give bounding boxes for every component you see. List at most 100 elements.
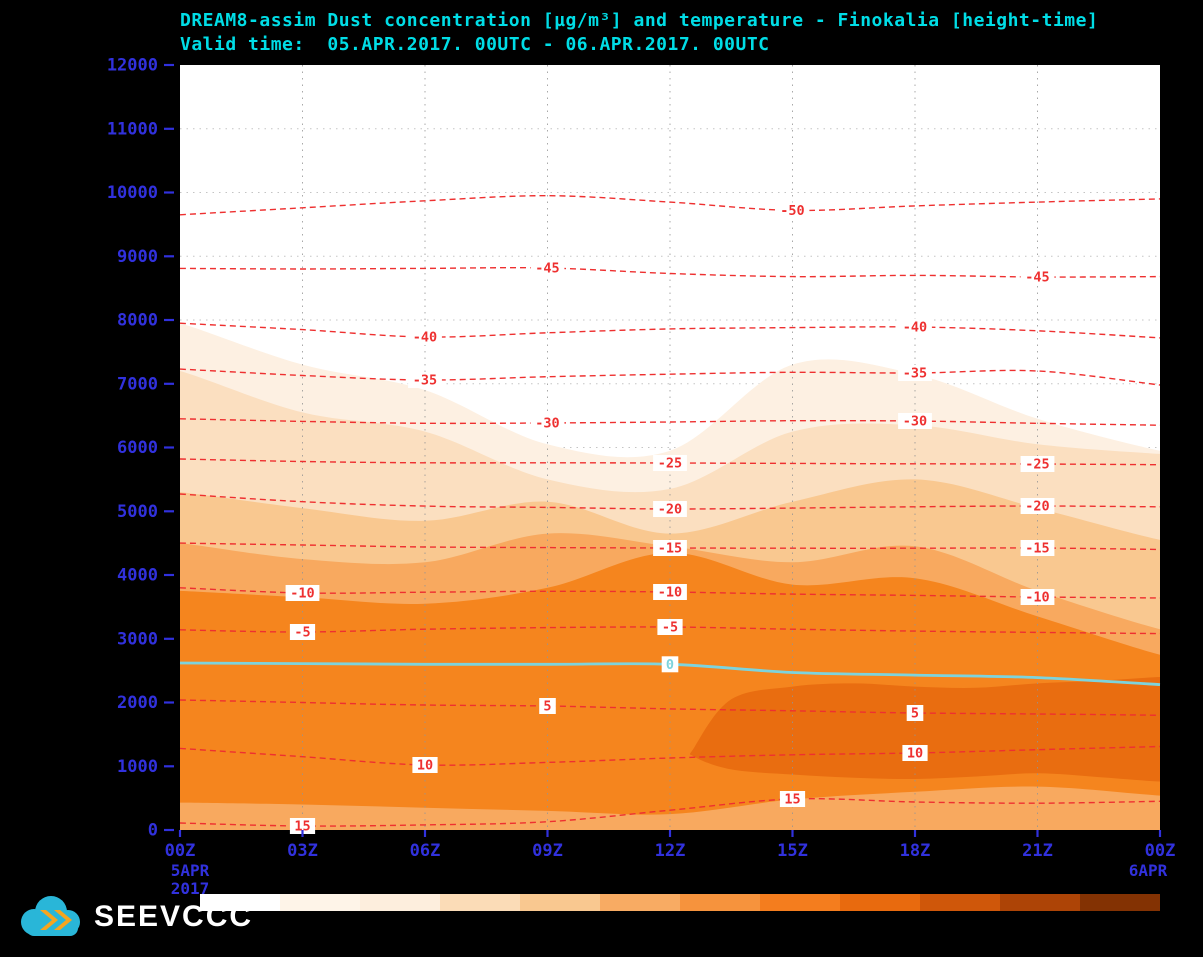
svg-text:10: 10 [907, 746, 923, 762]
contour-label: -35 [898, 365, 932, 382]
contour-label: 10 [412, 757, 438, 774]
svg-text:10: 10 [417, 758, 433, 774]
contour-label: -20 [653, 501, 687, 518]
colorbar-segment [600, 894, 680, 911]
x-axis-end-date: 6APR [1129, 861, 1168, 880]
svg-text:-10: -10 [658, 585, 682, 601]
colorbar-segment [440, 894, 520, 911]
contour-label: 0 [661, 656, 679, 673]
contour-label: -45 [530, 260, 565, 277]
contour-label: -50 [775, 202, 810, 219]
y-tick-label: 3000 [117, 629, 158, 649]
contour-label: -25 [653, 455, 687, 472]
temp-contour--50 [180, 194, 1160, 216]
contour-label: -30 [530, 415, 565, 432]
colorbar-segment [1000, 894, 1080, 911]
contour-label: -10 [1020, 589, 1055, 606]
chart-title: DREAM8-assim Dust concentration [µg/m³] … [180, 10, 1099, 31]
temp-contour--30 [180, 418, 1160, 426]
colorbar-segment [920, 894, 1000, 911]
contour-label: -5 [289, 624, 316, 641]
x-tick-label: 03Z [287, 841, 318, 861]
svg-text:-25: -25 [658, 456, 682, 472]
contour-label: -15 [653, 540, 687, 557]
svg-text:15: 15 [784, 792, 800, 808]
temp-contour-15 [180, 797, 1160, 827]
svg-text:-30: -30 [903, 414, 927, 430]
x-tick-label: 09Z [532, 841, 563, 861]
y-tick-label: 11000 [107, 119, 158, 139]
temp-contour--35 [180, 368, 1160, 386]
contour-label: -10 [285, 585, 320, 602]
height-time-contour-plot: -50-45-45-40-40-35 -35-30 -30-25 -25-20 -20-… [107, 56, 1176, 896]
colorbar-segment [360, 894, 440, 911]
y-tick-label: 2000 [117, 693, 158, 713]
svg-text:5: 5 [911, 706, 919, 722]
svg-text:-10: -10 [1025, 590, 1049, 606]
x-axis-start-year: 2017 [171, 879, 210, 895]
contour-label: -30 [898, 413, 932, 430]
svg-text:5: 5 [543, 699, 551, 715]
colorbar-segment [520, 894, 600, 911]
svg-text:-35: -35 [413, 373, 437, 389]
footer: SEEVCCC [0, 888, 1203, 957]
contour-label: 5 [539, 698, 556, 715]
contour-label: -10 [653, 584, 687, 601]
svg-text:-20: -20 [1025, 499, 1049, 515]
contour-label: -15 [1020, 540, 1055, 557]
chart-subtitle-valid-time: Valid time: 05.APR.2017. 00UTC - 06.APR.… [180, 34, 770, 55]
svg-text:-30: -30 [535, 416, 559, 432]
colorbar-segment [280, 894, 360, 911]
contour-label: -25 [1020, 456, 1055, 473]
dust-concentration-colorbar [200, 894, 1160, 911]
temp-contour-5 [180, 699, 1160, 716]
contour-label: 10 [902, 745, 928, 762]
contour-label: 15 [289, 818, 316, 835]
y-tick-label: 10000 [107, 183, 158, 203]
temp-contour--45 [180, 266, 1160, 278]
x-tick-label: 15Z [777, 841, 808, 861]
contour-label: -40 [898, 319, 932, 336]
seevccc-logo: SEEVCCC [12, 890, 253, 944]
x-tick-label: 21Z [1022, 841, 1053, 861]
contour-label: -35 [408, 372, 442, 389]
x-tick-label: 06Z [410, 841, 441, 861]
y-tick-label: 1000 [117, 757, 158, 777]
svg-text:-15: -15 [658, 541, 682, 557]
cloud-logo-icon [21, 896, 80, 936]
colorbar-segment [680, 894, 760, 911]
contour-label: 15 [779, 791, 806, 808]
colorbar-segment [1080, 894, 1160, 911]
svg-text:-45: -45 [535, 261, 559, 277]
x-axis-start-date: 5APR [171, 861, 210, 880]
svg-text:-40: -40 [903, 320, 927, 336]
colorbar-segment [200, 894, 280, 911]
svg-text:0: 0 [666, 657, 674, 673]
y-tick-label: 5000 [117, 502, 158, 522]
svg-text:15: 15 [294, 819, 310, 835]
x-tick-label: 00Z [1145, 841, 1176, 861]
svg-text:-40: -40 [413, 330, 437, 346]
y-tick-label: 12000 [107, 56, 158, 76]
colorbar-segment [840, 894, 920, 911]
contour-label: -5 [657, 619, 683, 636]
y-tick-label: 7000 [117, 374, 158, 394]
dust-band-level6-core [689, 677, 1160, 782]
colorbar-segment [760, 894, 840, 911]
svg-text:-25: -25 [1025, 457, 1049, 473]
y-tick-label: 6000 [117, 438, 158, 458]
svg-text:-10: -10 [290, 586, 314, 602]
svg-text:-5: -5 [662, 620, 678, 636]
temp-contour--40 [180, 322, 1160, 339]
contour-label: -45 [1020, 269, 1055, 286]
svg-text:-20: -20 [658, 502, 682, 518]
contour-label: 5 [906, 705, 924, 722]
x-tick-label: 00Z [165, 841, 196, 861]
y-tick-label: 4000 [117, 566, 158, 586]
contour-label: -40 [408, 329, 442, 346]
svg-text:-15: -15 [1025, 541, 1049, 557]
y-tick-label: 0 [148, 821, 158, 841]
x-tick-label: 12Z [655, 841, 686, 861]
